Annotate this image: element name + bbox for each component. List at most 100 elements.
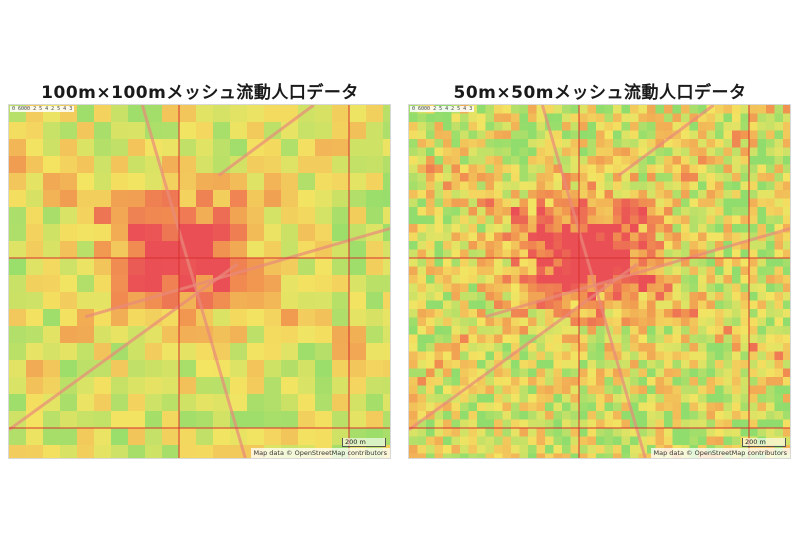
mesh-cell [417,122,426,131]
mesh-map-50m[interactable]: 0 6000 2 5 4 2 5 4 3 200 m Map data © Op… [408,104,791,459]
mesh-cell [536,360,545,369]
mesh-cell [366,309,383,326]
mesh-cell [43,173,60,190]
mesh-cell [783,156,790,165]
mesh-cell [562,224,571,233]
mesh-cell [434,334,443,343]
mesh-cell [519,385,528,394]
mesh-cell [664,224,673,233]
mesh-cell [587,334,596,343]
mesh-cell [689,360,698,369]
mesh-cell [43,156,60,173]
mesh-cell [417,258,426,267]
mesh-cell [409,377,418,386]
road-line [84,227,390,319]
mesh-map-100m[interactable]: 0 6000 2 5 4 2 5 4 3 200 m Map data © Op… [8,104,391,459]
mesh-cell [426,385,435,394]
mesh-cell [298,258,315,275]
mesh-cell [664,300,673,309]
mesh-cell [230,156,247,173]
mesh-cell [281,241,298,258]
mesh-cell [647,190,656,199]
mesh-cell [570,139,579,148]
mesh-cell [519,164,528,173]
mesh-cell [596,326,605,335]
mesh-cell [613,394,622,403]
mesh-cell [451,173,460,182]
mesh-cell [502,232,511,241]
mesh-cell [766,292,775,301]
mesh-cell [536,207,545,216]
mesh-cell [715,351,724,360]
mesh-cell [494,258,503,267]
mesh-cell [281,377,298,394]
mesh-cell [417,275,426,284]
mesh-cell [349,343,366,360]
mesh-cell [9,394,26,411]
mesh-cell [596,334,605,343]
mesh-cell [247,122,264,139]
mesh-cell [613,258,622,267]
mesh-cell [196,360,213,377]
mesh-cell [732,156,741,165]
mesh-cell [740,394,749,403]
mesh-cell [511,139,520,148]
mesh-cell [494,105,503,114]
mesh-cell [655,343,664,352]
mesh-cell [655,377,664,386]
mesh-cell [579,173,588,182]
mesh-cell [723,351,732,360]
mesh-cell [621,113,630,122]
mesh-cell [664,428,673,437]
mesh-cell [128,207,145,224]
map-attribution[interactable]: Map data © OpenStreetMap contributors [650,448,790,458]
mesh-cell [630,139,639,148]
mesh-cell [494,164,503,173]
mesh-cell [536,343,545,352]
mesh-cell [562,445,571,454]
mesh-cell [60,292,77,309]
mesh-cell [511,326,520,335]
mesh-cell [545,309,554,318]
mesh-cell [604,360,613,369]
mesh-cell [494,436,503,445]
mesh-cell [426,351,435,360]
mesh-cell [562,377,571,386]
mesh-cell [774,249,783,258]
mesh-cell [587,173,596,182]
mesh-cell [732,368,741,377]
mesh-cell [511,428,520,437]
map-attribution[interactable]: Map data © OpenStreetMap contributors [250,448,390,458]
mesh-cell [434,385,443,394]
mesh-cell [451,385,460,394]
mesh-cell [774,419,783,428]
mesh-cell [596,147,605,156]
mesh-cell [264,360,281,377]
mesh-cell [511,224,520,233]
mesh-cell [698,368,707,377]
mesh-cell [672,428,681,437]
mesh-cell [664,309,673,318]
mesh-cell [145,241,162,258]
mesh-cell [502,300,511,309]
mesh-cell [613,122,622,131]
mesh-cell [9,343,26,360]
mesh-cell [145,445,162,458]
mesh-cell [562,385,571,394]
mesh-cell [264,292,281,309]
mesh-cell [60,258,77,275]
mesh-cell [468,275,477,284]
mesh-cell [298,343,315,360]
mesh-cell [621,275,630,284]
mesh-cell [698,283,707,292]
mesh-cell [536,334,545,343]
mesh-cell [681,411,690,420]
mesh-cell [494,266,503,275]
mesh-cell [783,275,790,284]
mesh-cell [570,394,579,403]
mesh-cell [655,113,664,122]
mesh-cell [43,207,60,224]
mesh-cell [664,419,673,428]
mesh-cell [655,147,664,156]
mesh-cell [672,283,681,292]
